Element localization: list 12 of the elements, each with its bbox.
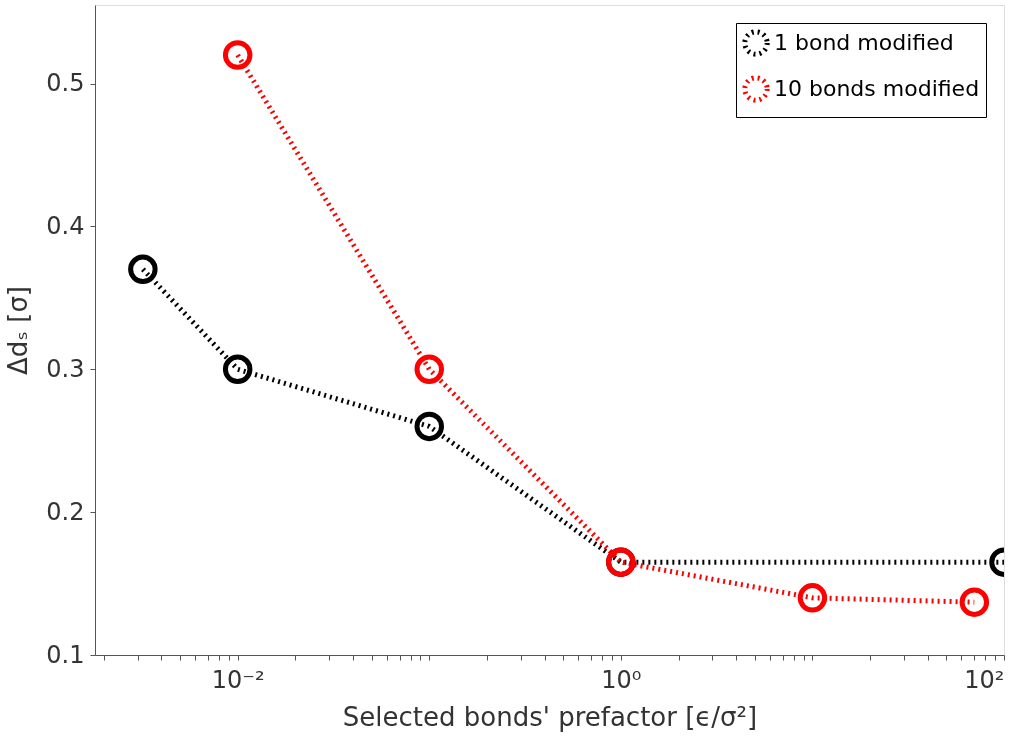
- x-tick-label: 10⁰: [601, 665, 642, 694]
- x-tick-label: 10⁻²: [211, 665, 265, 694]
- legend-label: 1 bond modified: [774, 30, 954, 55]
- y-tick-label: 0.4: [46, 211, 85, 240]
- x-tick-label: 10²: [964, 665, 1005, 694]
- x-axis-title: Selected bonds' prefactor [ϵ/σ²]: [342, 701, 758, 732]
- y-tick-label: 0.1: [46, 640, 85, 669]
- y-tick-label: 0.3: [46, 354, 85, 383]
- y-axis-title: Δdₛ [σ]: [3, 285, 34, 376]
- y-tick-label: 0.2: [46, 497, 85, 526]
- y-tick-label: 0.5: [46, 69, 85, 98]
- legend-label: 10 bonds modified: [774, 76, 980, 101]
